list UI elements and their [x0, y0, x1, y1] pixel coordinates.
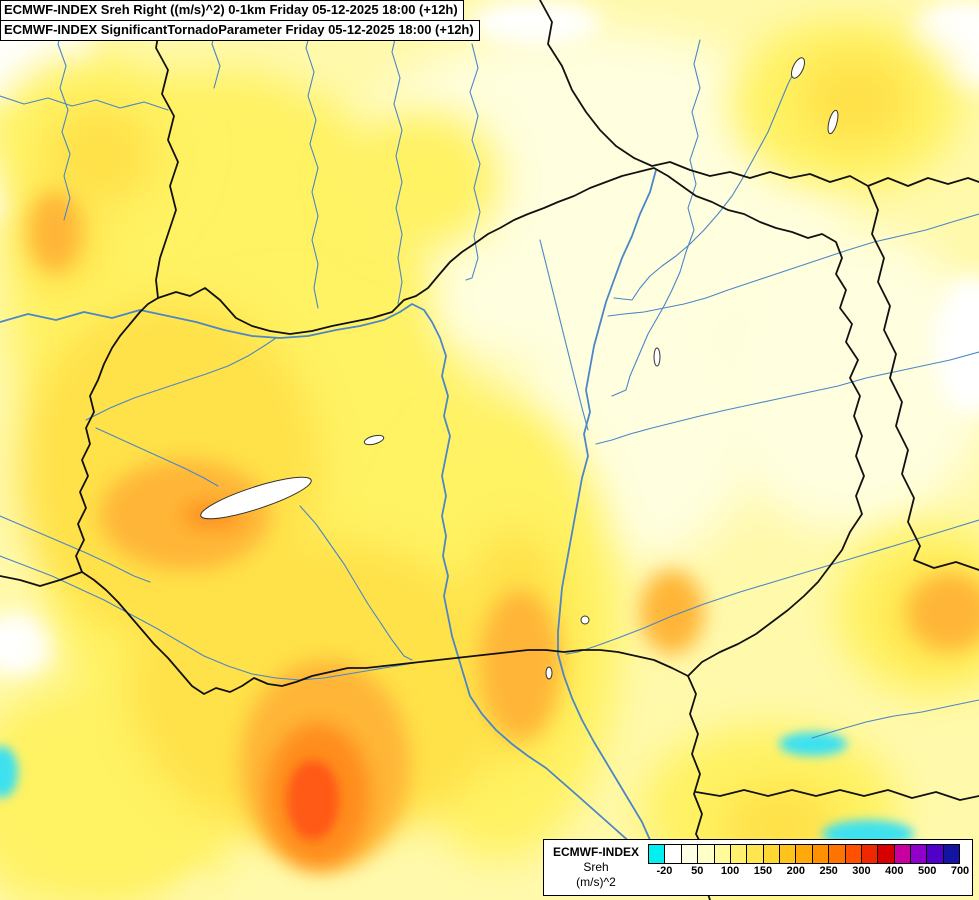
- river-tributary: [465, 43, 481, 281]
- river-tributary: [611, 39, 701, 397]
- legend-color-cell: [894, 845, 911, 863]
- legend-color-cell: [649, 845, 666, 863]
- small-lake: [580, 615, 590, 625]
- legend-tick: 700: [950, 865, 970, 877]
- river-tributary: [565, 519, 979, 655]
- river-tributary: [811, 699, 979, 739]
- border-southwest: [0, 571, 83, 587]
- border-southeast: [695, 789, 979, 801]
- legend-color-cell: [943, 845, 960, 863]
- legend-color-cell: [698, 845, 715, 863]
- river-tributary: [0, 95, 169, 111]
- river-tributary: [0, 515, 151, 583]
- river-danube: [0, 303, 651, 859]
- river-tributary: [95, 427, 219, 487]
- legend-parameter-name: Sreh: [583, 860, 609, 874]
- header-line-2: ECMWF-INDEX SignificantTornadoParameter …: [0, 20, 480, 41]
- lake-balaton: [200, 476, 312, 520]
- legend-color-cell: [829, 845, 846, 863]
- legend-color-cell: [927, 845, 944, 863]
- legend-title: ECMWF-INDEX Sreh (m/s)^2: [544, 840, 648, 895]
- lakes: [200, 57, 839, 680]
- legend-ticks: -20 50 100 150 200 250 300 400 500 700: [648, 864, 969, 880]
- legend-tick: 100: [720, 865, 740, 877]
- river-tributary: [595, 351, 979, 445]
- legend-color-cell: [730, 845, 748, 863]
- shade-white: [0, 613, 58, 677]
- shade-pale: [710, 230, 979, 530]
- legend-tick: 500: [917, 865, 937, 877]
- river-tributary: [539, 239, 589, 431]
- legend-tick: 50: [691, 865, 704, 877]
- river-tributary: [613, 59, 801, 301]
- legend-color-cell: [747, 845, 764, 863]
- shade-cyan: [779, 732, 847, 756]
- legend-color-cell: [878, 845, 895, 863]
- shade-orange: [908, 574, 979, 650]
- river-tributary: [305, 0, 319, 309]
- legend-color-cell: [845, 845, 862, 863]
- river-tisza: [557, 169, 657, 859]
- legend-color-cell: [714, 845, 731, 863]
- legend: ECMWF-INDEX Sreh (m/s)^2 -20 50 100 150 200 2…: [543, 839, 973, 896]
- border-north-chain: [539, 0, 979, 187]
- legend-colorbar: [648, 844, 960, 864]
- shade-orange: [29, 192, 81, 272]
- shade-yellow: [340, 110, 500, 250]
- legend-color-cell: [681, 845, 699, 863]
- legend-color-cell: [763, 845, 780, 863]
- legend-color-cell: [780, 845, 797, 863]
- river-drava: [0, 555, 421, 681]
- legend-color-cell: [665, 845, 682, 863]
- legend-tick: 300: [852, 865, 871, 877]
- legend-units: (m/s)^2: [576, 875, 616, 889]
- header-line-1: ECMWF-INDEX Sreh Right ((m/s)^2) 0-1km F…: [0, 0, 464, 21]
- legend-tick: -20: [656, 865, 673, 877]
- river-tributary: [391, 0, 403, 305]
- small-lake: [545, 666, 553, 680]
- small-lake: [827, 109, 839, 135]
- legend-color-cell: [796, 845, 813, 863]
- shade-white: [934, 275, 979, 415]
- shade-gold: [45, 105, 155, 205]
- shade-orange: [480, 590, 560, 740]
- border-northwest: [149, 0, 179, 299]
- legend-bar-area: -20 50 100 150 200 250 300 400 500 700: [648, 840, 972, 895]
- legend-tick: 150: [753, 865, 773, 877]
- legend-color-cell: [911, 845, 928, 863]
- legend-tick: 400: [885, 865, 904, 877]
- header: ECMWF-INDEX Sreh Right ((m/s)^2) 0-1km F…: [0, 0, 480, 41]
- shade-white: [470, 0, 600, 44]
- border-east: [867, 185, 979, 571]
- shade-gold: [800, 55, 910, 145]
- legend-color-cell: [861, 845, 879, 863]
- legend-color-cell: [812, 845, 830, 863]
- rivers: [0, 0, 979, 859]
- legend-model-name: ECMWF-INDEX: [553, 845, 639, 859]
- small-lake: [653, 347, 661, 367]
- river-tributary: [85, 337, 277, 421]
- lake-velence: [363, 434, 385, 446]
- shade-orange: [640, 570, 704, 654]
- small-lake: [791, 57, 805, 79]
- river-tributary: [299, 505, 413, 661]
- river-tributary: [607, 213, 979, 317]
- shade-cyan: [0, 746, 18, 798]
- legend-tick: 250: [819, 865, 838, 877]
- shade-red-core: [287, 760, 339, 840]
- shade-pale: [330, 30, 850, 370]
- legend-tick: 200: [786, 865, 805, 877]
- border-hungary: [75, 167, 865, 695]
